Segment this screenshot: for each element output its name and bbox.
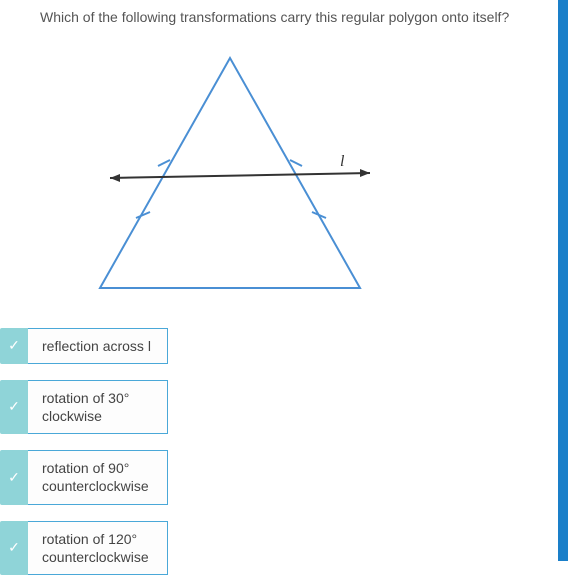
right-sidebar [558, 0, 568, 561]
option-item[interactable]: ✓ rotation of 120°counterclockwise [0, 521, 548, 575]
option-item[interactable]: ✓ reflection across l [0, 328, 548, 364]
check-icon: ✓ [0, 328, 28, 364]
option-item[interactable]: ✓ rotation of 90°counterclockwise [0, 450, 548, 504]
check-icon: ✓ [0, 521, 28, 575]
line-label: l [340, 153, 345, 170]
option-label: rotation of 120°counterclockwise [28, 521, 168, 575]
triangle-figure: l [40, 38, 548, 308]
check-icon: ✓ [0, 380, 28, 434]
triangle-svg: l [40, 38, 420, 308]
tick-mark [290, 160, 302, 166]
option-item[interactable]: ✓ rotation of 30°clockwise [0, 380, 548, 434]
option-label: rotation of 90°counterclockwise [28, 450, 168, 504]
content-area: Which of the following transformations c… [0, 0, 568, 575]
option-label: reflection across l [28, 328, 168, 364]
tick-mark [158, 160, 170, 166]
check-icon: ✓ [0, 450, 28, 504]
arrow-right [360, 169, 370, 177]
option-label: rotation of 30°clockwise [28, 380, 168, 434]
arrow-left [110, 174, 120, 182]
line-l [110, 173, 370, 178]
question-text: Which of the following transformations c… [40, 8, 548, 28]
options-list: ✓ reflection across l ✓ rotation of 30°c… [0, 328, 548, 575]
